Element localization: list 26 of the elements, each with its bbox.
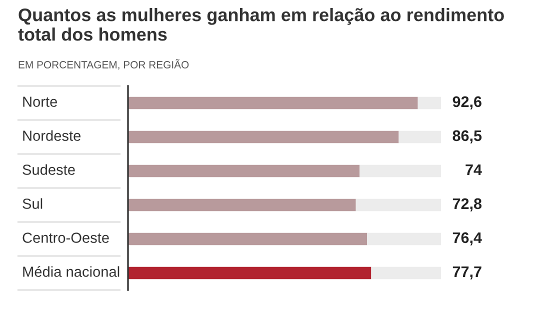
bar <box>128 232 368 246</box>
y-tick-label: Sul <box>22 198 42 209</box>
bar <box>128 198 356 212</box>
y-tick-label: Norte <box>23 96 58 107</box>
data-label: 72,8 <box>452 198 482 212</box>
bar <box>356 198 441 212</box>
bar <box>128 164 360 178</box>
bar <box>398 130 441 144</box>
y-tick-label: Nordeste <box>23 130 81 141</box>
bar <box>128 266 372 280</box>
y-tick-label: Centro-Oeste <box>22 232 109 243</box>
y-tick-label: Média nacional <box>23 266 120 277</box>
data-label: 77,7 <box>452 266 482 280</box>
bar <box>371 266 441 280</box>
data-label: 86,5 <box>452 130 482 144</box>
data-label: 92,6 <box>452 96 482 110</box>
bar <box>128 96 418 110</box>
chart-title: Quantos as mulheres ganham em relação ao rendimento total dos homens <box>18 8 504 41</box>
data-label: 76,4 <box>452 232 482 246</box>
y-tick-label: Sudeste <box>22 164 75 175</box>
bar <box>360 164 441 178</box>
data-label: 74 <box>466 164 482 175</box>
bar <box>128 130 399 144</box>
bar <box>367 232 441 246</box>
bar <box>418 96 441 110</box>
chart-subtitle: EM PORCENTAGEM, POR REGIÃO <box>18 59 189 70</box>
